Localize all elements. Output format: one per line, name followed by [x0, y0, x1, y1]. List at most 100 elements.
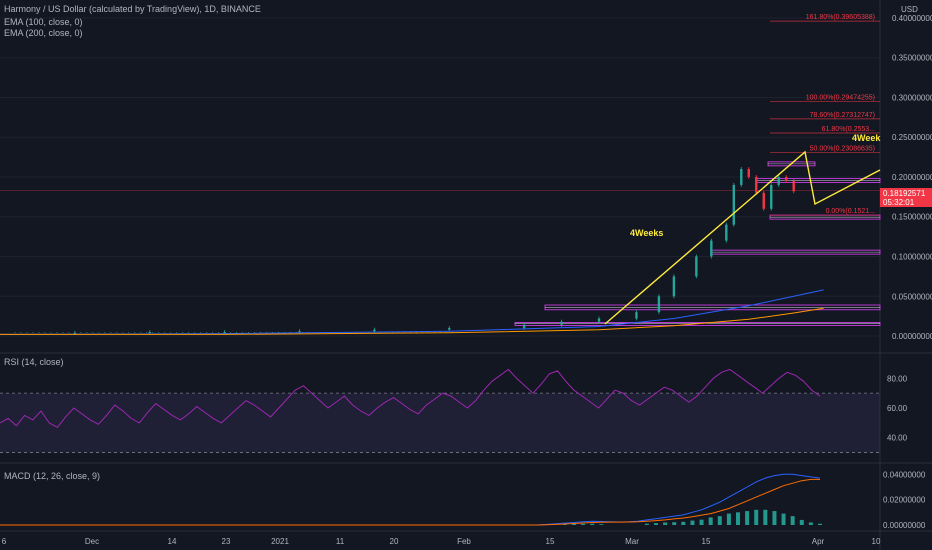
- price-badge-value: 0.18192571: [883, 189, 926, 198]
- macd-histogram-bar: [681, 521, 686, 525]
- candle-body: [657, 296, 661, 313]
- macd-histogram-bar: [572, 523, 576, 525]
- macd-histogram-bar: [799, 519, 804, 525]
- price-badge-countdown: 05:32:01: [883, 198, 915, 207]
- candle-body: [695, 256, 698, 277]
- price-tick-label: 0.15000000: [892, 213, 932, 222]
- macd-tick-label: 0.02000000: [883, 496, 926, 505]
- x-tick-label: 23: [222, 537, 231, 546]
- annotation-4weeks: 4Weeks: [630, 228, 663, 238]
- macd-histogram-bar: [562, 524, 567, 525]
- ema-line: [0, 307, 824, 335]
- macd-histogram-bar: [599, 524, 604, 525]
- candle-body: [522, 324, 526, 329]
- x-tick-label: Feb: [457, 537, 471, 546]
- candle-body: [560, 321, 563, 325]
- price-tick-label: 0.35000000: [892, 54, 932, 63]
- macd-tick-label: 0.00000000: [883, 521, 926, 530]
- currency-label: USD: [901, 5, 918, 14]
- macd-histogram-bar: [772, 511, 777, 525]
- candle-body: [747, 169, 750, 177]
- price-tick-label: 0.10000000: [892, 253, 932, 262]
- candle-body: [777, 176, 780, 185]
- price-tick-label: 0.30000000: [892, 93, 932, 102]
- macd-histogram-bar: [708, 517, 713, 525]
- rsi-tick-label: 40.00: [887, 434, 908, 443]
- macd-histogram-bar: [717, 516, 722, 525]
- macd-histogram-bar: [726, 513, 731, 525]
- macd-histogram-bar: [690, 520, 695, 525]
- price-tick-label: 0.40000000: [892, 14, 932, 23]
- macd-histogram-bar: [644, 523, 649, 525]
- candle-body: [762, 192, 765, 209]
- candle-body: [725, 224, 728, 241]
- ema100-label: EMA (100, close, 0): [4, 17, 83, 27]
- fib-label: 78.60%(0.27312747): [810, 112, 875, 119]
- price-tick-label: 0.00000000: [892, 332, 932, 341]
- annotation-4week: 4Week: [852, 133, 881, 143]
- macd-histogram-bar: [781, 513, 786, 525]
- macd-histogram-bar: [663, 522, 668, 525]
- x-tick-label: 15: [546, 537, 555, 546]
- macd-histogram-bar: [672, 522, 677, 525]
- macd-label: MACD (12, 26, close, 9): [4, 471, 101, 481]
- macd-histogram-bar: [754, 509, 759, 525]
- fib-label: 100.00%(0.29474255): [806, 95, 875, 102]
- price-tick-label: 0.20000000: [892, 173, 932, 182]
- candle-body: [785, 176, 788, 181]
- candle-body: [373, 329, 376, 332]
- macd-histogram-bar: [699, 519, 704, 525]
- candle-body: [710, 240, 713, 257]
- candle-body: [755, 176, 758, 193]
- price-tick-label: 0.25000000: [892, 133, 932, 142]
- macd-histogram-bar: [736, 512, 740, 525]
- macd-histogram-bar: [745, 511, 750, 525]
- macd-histogram-bar: [818, 523, 822, 525]
- macd-histogram-bar: [654, 523, 658, 525]
- price-badge: [880, 188, 932, 207]
- price-tick-label: 0.05000000: [892, 292, 932, 301]
- x-tick-label: 2021: [271, 537, 289, 546]
- rsi-band: [0, 393, 880, 453]
- rsi-tick-label: 60.00: [887, 404, 908, 413]
- candle-body: [448, 328, 451, 330]
- ema-line: [0, 289, 824, 335]
- x-tick-label: 20: [390, 537, 399, 546]
- x-tick-label: 6: [2, 537, 7, 546]
- macd-histogram-bar: [808, 522, 813, 525]
- candle-body: [298, 331, 301, 333]
- rsi-tick-label: 80.00: [887, 374, 908, 383]
- candle-body: [792, 180, 795, 192]
- x-tick-label: 15: [702, 537, 711, 546]
- rsi-label: RSI (14, close): [4, 357, 64, 367]
- x-tick-label: 10: [872, 537, 881, 546]
- rsi-line: [0, 368, 821, 428]
- ema200-label: EMA (200, close, 0): [4, 28, 83, 38]
- candle-body: [732, 184, 735, 225]
- signal-line: [0, 478, 820, 526]
- macd-histogram-bar: [763, 509, 768, 525]
- fib-label: 0.00%(0.1521...: [826, 208, 875, 215]
- x-tick-label: 11: [336, 537, 345, 546]
- macd-histogram-bar: [590, 523, 595, 525]
- candle-body: [740, 169, 743, 185]
- candle-body: [672, 276, 676, 297]
- x-tick-label: Dec: [85, 537, 99, 546]
- macd-tick-label: 0.04000000: [883, 470, 926, 479]
- candle-body: [148, 332, 151, 334]
- candle-body: [73, 332, 77, 334]
- macd-histogram-bar: [790, 516, 795, 525]
- candle-body: [770, 184, 773, 209]
- chart-title: Harmony / US Dollar (calculated by Tradi…: [4, 4, 261, 14]
- candle-body: [597, 318, 601, 322]
- x-tick-label: Mar: [625, 537, 639, 546]
- x-tick-label: Apr: [812, 537, 825, 546]
- trend-line: [604, 150, 881, 325]
- candle-body: [635, 312, 638, 319]
- sr-zone-box: [514, 322, 881, 326]
- fib-label: 61.80%(0.2553...: [822, 126, 875, 133]
- macd-histogram-bar: [581, 523, 586, 525]
- fib-label: 161.80%(0.39605388): [806, 14, 875, 21]
- fib-label: 50.00%(0.23086635): [810, 145, 875, 152]
